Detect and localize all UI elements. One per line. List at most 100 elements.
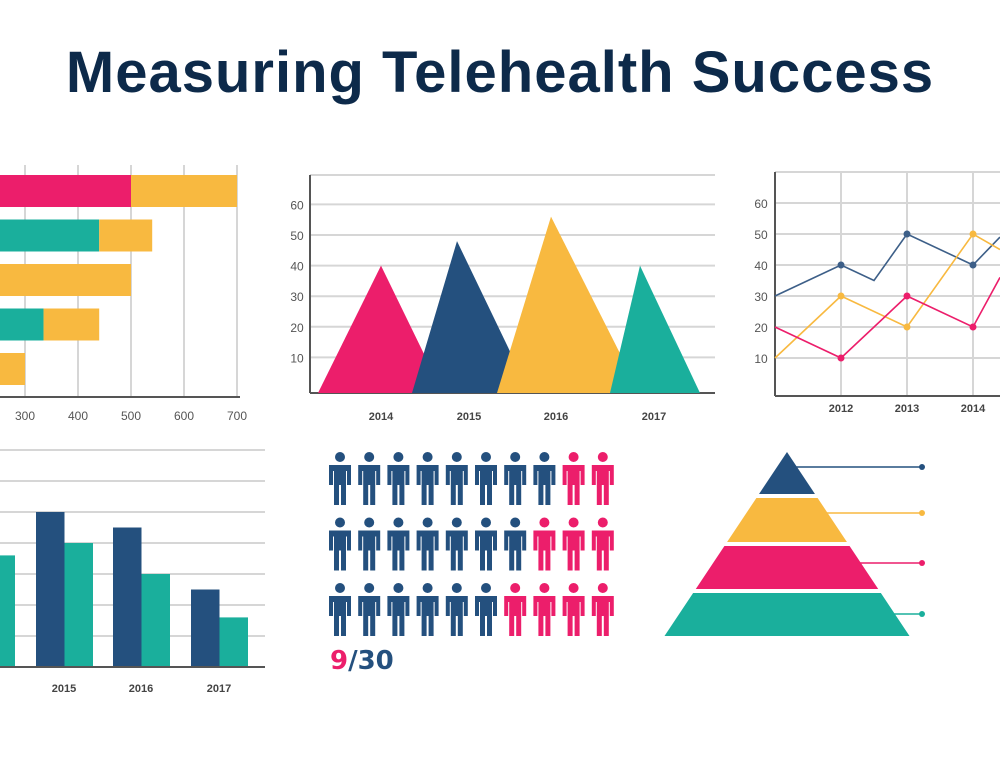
x-tick-label: 300 bbox=[15, 409, 35, 423]
person-icon bbox=[358, 452, 381, 505]
x-tick-label: 2015 bbox=[457, 411, 481, 423]
person-head bbox=[393, 452, 404, 462]
series-line bbox=[774, 232, 1000, 297]
data-point bbox=[969, 323, 977, 331]
pyramid-dot bbox=[919, 611, 925, 617]
person-head bbox=[568, 583, 579, 593]
person-body bbox=[445, 596, 468, 636]
person-body bbox=[475, 596, 497, 636]
person-body bbox=[387, 465, 410, 505]
person-icon bbox=[329, 583, 351, 636]
vertical-bar-chart: 2015 2016 2017 bbox=[0, 449, 265, 695]
bar bbox=[64, 543, 93, 667]
person-icon bbox=[445, 452, 468, 505]
x-tick-label: 2016 bbox=[544, 411, 568, 423]
person-icon bbox=[445, 583, 468, 636]
ratio-highlight: 9 bbox=[330, 646, 349, 676]
person-icon bbox=[562, 452, 585, 505]
person-head bbox=[539, 452, 550, 462]
x-tick-label: 2017 bbox=[642, 411, 666, 423]
person-head bbox=[422, 452, 433, 462]
x-tick-label: 600 bbox=[174, 409, 194, 423]
person-icon bbox=[445, 517, 468, 571]
person-icon bbox=[591, 517, 614, 571]
person-head bbox=[335, 517, 345, 528]
bar-segment bbox=[99, 219, 153, 252]
x-tick-label: 2014 bbox=[961, 403, 986, 415]
data-point bbox=[837, 292, 845, 300]
person-body bbox=[387, 530, 410, 571]
person-body bbox=[562, 596, 585, 636]
data-point bbox=[837, 261, 845, 269]
bar-segment bbox=[0, 219, 100, 252]
person-icon bbox=[591, 583, 614, 636]
x-tick-label: 2014 bbox=[369, 411, 394, 423]
horizontal-bar-chart: 300 400 500 600 700 bbox=[0, 165, 247, 423]
person-head bbox=[451, 583, 462, 593]
person-body bbox=[329, 465, 351, 505]
person-head bbox=[364, 452, 375, 462]
person-head bbox=[364, 583, 375, 593]
person-body bbox=[562, 530, 585, 571]
person-icon bbox=[358, 517, 381, 571]
pyramid-dot bbox=[919, 464, 925, 470]
bar-segment bbox=[0, 175, 131, 207]
person-body bbox=[504, 530, 527, 571]
person-head bbox=[597, 583, 608, 593]
person-head bbox=[422, 517, 433, 528]
person-icon bbox=[416, 452, 439, 505]
y-tick-label: 20 bbox=[754, 321, 768, 335]
person-head bbox=[393, 583, 404, 593]
person-head bbox=[364, 517, 375, 528]
y-tick-label: 50 bbox=[290, 229, 304, 243]
person-head bbox=[393, 517, 404, 528]
person-icon bbox=[533, 583, 556, 636]
person-icon bbox=[533, 517, 556, 571]
x-tick-label: 2013 bbox=[895, 403, 919, 415]
triangle-area-chart: 10 20 30 40 50 60 2014 2015 2016 2017 bbox=[290, 174, 715, 423]
person-head bbox=[510, 517, 521, 528]
person-body bbox=[591, 530, 614, 571]
person-icon bbox=[416, 517, 439, 571]
person-body bbox=[416, 596, 439, 636]
person-icon bbox=[504, 583, 527, 636]
person-icon bbox=[329, 452, 351, 505]
y-tick-label: 10 bbox=[754, 352, 768, 366]
person-body bbox=[504, 465, 527, 505]
person-head bbox=[597, 452, 608, 462]
y-tick-label: 40 bbox=[754, 259, 768, 273]
person-body bbox=[358, 465, 381, 505]
y-tick-label: 60 bbox=[290, 198, 304, 212]
person-body bbox=[591, 465, 614, 505]
person-body bbox=[358, 596, 381, 636]
person-body bbox=[475, 530, 497, 571]
person-head bbox=[568, 517, 579, 528]
person-body bbox=[533, 465, 556, 505]
x-tick-label: 2016 bbox=[129, 683, 153, 695]
person-body bbox=[533, 530, 556, 571]
person-head bbox=[335, 583, 345, 593]
ratio-total: /30 bbox=[348, 646, 394, 676]
person-icon bbox=[387, 517, 410, 571]
person-body bbox=[445, 530, 468, 571]
bar bbox=[0, 555, 15, 667]
person-body bbox=[445, 465, 468, 505]
data-point bbox=[903, 230, 911, 238]
person-head bbox=[597, 517, 608, 528]
pyramid-level bbox=[664, 593, 910, 636]
person-head bbox=[451, 452, 462, 462]
data-point bbox=[837, 354, 845, 362]
x-tick-label: 700 bbox=[227, 409, 247, 423]
bar-segment bbox=[0, 308, 44, 341]
person-body bbox=[416, 530, 439, 571]
bar-segment bbox=[131, 175, 237, 207]
data-point bbox=[903, 292, 911, 300]
x-tick-label: 500 bbox=[121, 409, 141, 423]
pyramid-dot bbox=[919, 510, 925, 516]
y-tick-label: 40 bbox=[290, 260, 304, 274]
line-chart: 10 20 30 40 50 60 2012 2013 2014 bbox=[754, 171, 1000, 415]
bar-segment bbox=[43, 308, 100, 341]
pyramid-chart bbox=[664, 452, 925, 636]
person-icon bbox=[416, 583, 439, 636]
person-head bbox=[335, 452, 345, 462]
